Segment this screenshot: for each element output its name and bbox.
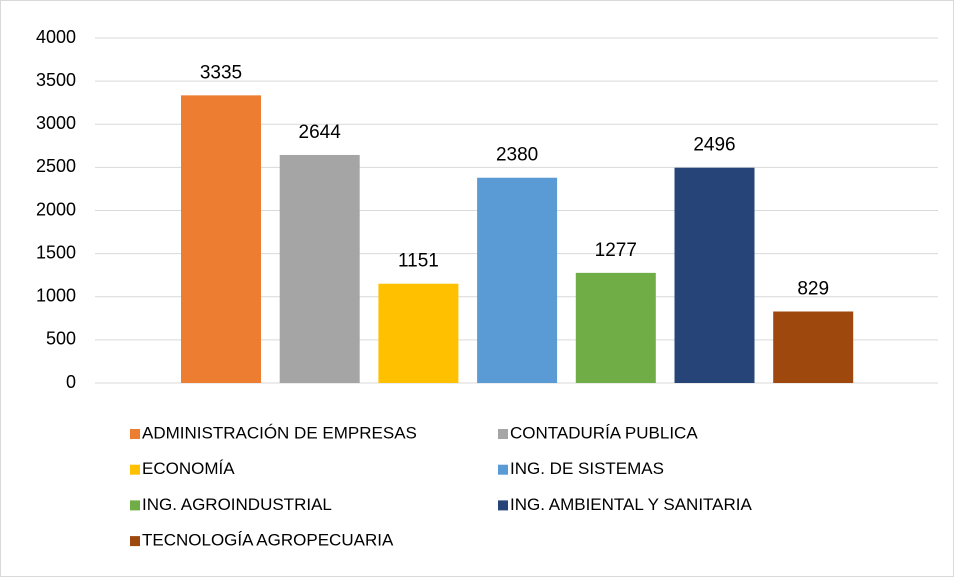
y-tick-label: 3000 [36,113,76,133]
bar [773,311,854,383]
legend-swatch [498,429,508,439]
y-tick-label: 0 [66,372,76,392]
legend-label: ADMINISTRACIÓN DE EMPRESAS [142,423,417,442]
legend-swatch [130,500,140,511]
legend-label: ING. DE SISTEMAS [510,459,664,478]
legend-swatch [130,536,140,547]
legend-label: ECONOMÍA [142,459,235,478]
bar [674,167,755,383]
bar [575,272,656,383]
data-label: 2644 [299,122,342,143]
legend-swatch [498,464,508,475]
legend-label: CONTADURÍA PUBLICA [510,423,698,442]
bar [279,154,360,383]
data-label: 829 [797,279,829,300]
data-label: 3335 [200,62,242,83]
legend-swatch [130,429,140,439]
legend-swatch [498,500,508,511]
bar [378,283,459,383]
y-tick-label: 500 [46,329,76,349]
bar [181,95,261,383]
legend-label: ING. AMBIENTAL Y SANITARIA [510,495,753,514]
data-label: 1151 [398,251,439,272]
legend-swatch [130,464,140,475]
y-tick-label: 1500 [36,242,76,262]
y-tick-label: 4000 [36,27,76,47]
bar [477,177,558,383]
y-tick-label: 2000 [36,199,76,219]
legend-label: ING. AGROINDUSTRIAL [142,495,332,514]
data-label: 2496 [693,135,735,156]
y-tick-label: 3500 [36,70,76,90]
y-tick-label: 1000 [36,286,76,306]
y-tick-label: 2500 [36,156,76,176]
data-label: 2380 [496,145,538,166]
legend-label: TECNOLOGÍA AGROPECUARIA [142,531,394,550]
data-label: 1277 [595,240,637,261]
